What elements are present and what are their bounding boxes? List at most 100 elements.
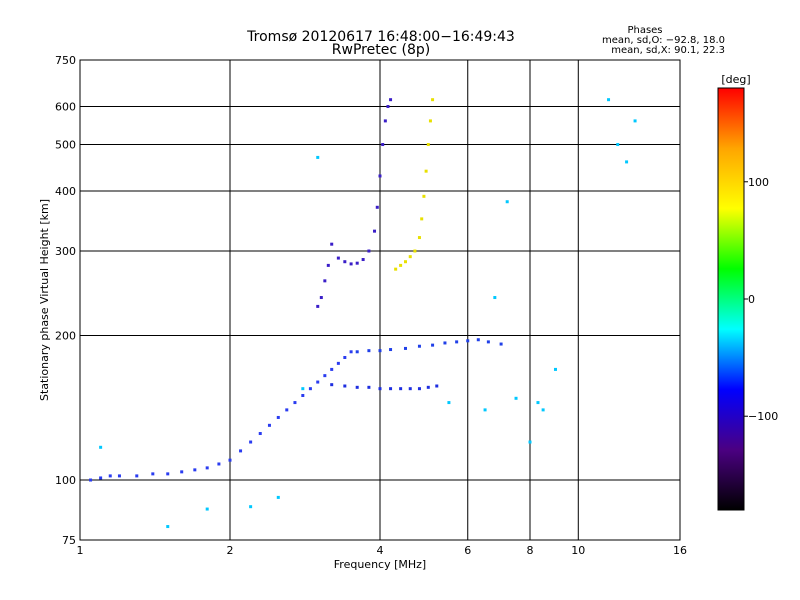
data-point — [408, 255, 412, 259]
series-group — [316, 98, 393, 308]
y-axis-ticks: 75 100 200 300 400 500 600 750 — [55, 54, 76, 547]
data-point — [514, 396, 518, 400]
data-point — [367, 385, 371, 389]
series-group — [355, 338, 503, 354]
data-point — [381, 143, 385, 147]
stats-heading: Phases — [627, 25, 662, 36]
data-point — [553, 367, 557, 371]
data-point — [403, 346, 407, 350]
data-point — [403, 260, 407, 264]
data-point — [166, 525, 170, 529]
y-tick-label: 400 — [55, 185, 76, 198]
y-axis-label: Stationary phase Virtual Height [km] — [38, 199, 51, 401]
data-point — [166, 472, 170, 476]
x-tick-label: 2 — [227, 544, 234, 557]
data-point — [355, 385, 359, 389]
data-point — [319, 296, 323, 300]
data-point — [367, 349, 371, 353]
data-point — [180, 470, 184, 474]
data-point — [99, 476, 103, 480]
data-point — [89, 478, 93, 482]
data-point — [420, 217, 424, 221]
data-point — [417, 236, 421, 240]
data-point — [228, 458, 232, 462]
data-point — [541, 408, 545, 412]
data-point — [293, 401, 297, 405]
data-point — [422, 194, 426, 198]
data-point — [151, 472, 155, 476]
data-point — [355, 350, 359, 354]
data-point — [413, 249, 417, 253]
y-tick-label: 500 — [55, 139, 76, 152]
y-tick-label: 75 — [62, 534, 76, 547]
data-point — [205, 466, 209, 470]
data-point — [607, 98, 611, 102]
data-point — [435, 384, 439, 388]
x-axis-ticks: 1 2 4 6 8 10 16 — [77, 544, 688, 557]
data-point — [424, 169, 428, 173]
data-point — [336, 361, 340, 365]
data-point — [633, 119, 637, 123]
data-point — [373, 229, 377, 233]
data-point — [276, 415, 280, 419]
data-point — [375, 205, 379, 209]
data-point — [343, 355, 347, 359]
data-point — [389, 348, 393, 352]
data-point — [330, 383, 334, 387]
data-points — [89, 98, 637, 529]
data-point — [108, 474, 112, 478]
data-point — [386, 105, 390, 109]
data-point — [316, 380, 320, 384]
data-point — [99, 445, 103, 449]
data-point — [326, 263, 330, 267]
data-point — [499, 342, 503, 346]
data-point — [378, 174, 382, 178]
data-point — [378, 349, 382, 353]
data-point — [117, 474, 121, 478]
data-point — [431, 98, 435, 102]
data-point — [466, 339, 470, 343]
data-point — [417, 387, 421, 391]
data-point — [349, 262, 353, 266]
data-point — [443, 341, 447, 345]
data-point — [239, 449, 243, 453]
x-axis-label: Frequency [MHz] — [334, 558, 426, 571]
stats-o-mode: mean, sd,O: −92.8, 18.0 — [602, 35, 725, 46]
data-point — [399, 387, 403, 391]
data-point — [343, 260, 347, 264]
data-point — [528, 440, 532, 444]
data-point — [330, 242, 334, 246]
data-point — [276, 495, 280, 499]
data-point — [455, 340, 459, 344]
chart-subtitle: RwPretec (8p) — [332, 42, 430, 58]
y-tick-label: 600 — [55, 101, 76, 114]
y-tick-label: 100 — [55, 474, 76, 487]
series-group — [89, 350, 353, 482]
data-point — [361, 258, 365, 262]
data-point — [330, 367, 334, 371]
data-point — [336, 256, 340, 260]
data-point — [323, 374, 327, 378]
data-point — [323, 279, 327, 283]
chart-title: Tromsø 20120617 16:48:00−16:49:43 — [246, 29, 515, 45]
stats-x-mode: mean, sd,X: 90.1, 22.3 — [611, 45, 725, 56]
data-point — [399, 263, 403, 267]
data-point — [355, 261, 359, 265]
x-tick-label: 10 — [571, 544, 585, 557]
data-point — [383, 119, 387, 123]
data-point — [285, 408, 289, 412]
y-tick-label: 200 — [55, 330, 76, 343]
grid-lines — [80, 60, 680, 540]
data-point — [625, 160, 629, 164]
data-point — [316, 155, 320, 159]
x-tick-label: 1 — [77, 544, 84, 557]
plot-frame — [79, 59, 681, 541]
data-point — [193, 468, 197, 472]
colorbar-ticks: −100 0 100 — [744, 176, 778, 423]
colorbar-tick-label: −100 — [748, 410, 778, 423]
x-tick-label: 16 — [673, 544, 687, 557]
data-point — [349, 350, 353, 354]
data-point — [367, 249, 371, 253]
x-tick-label: 4 — [377, 544, 384, 557]
data-point — [217, 462, 221, 466]
